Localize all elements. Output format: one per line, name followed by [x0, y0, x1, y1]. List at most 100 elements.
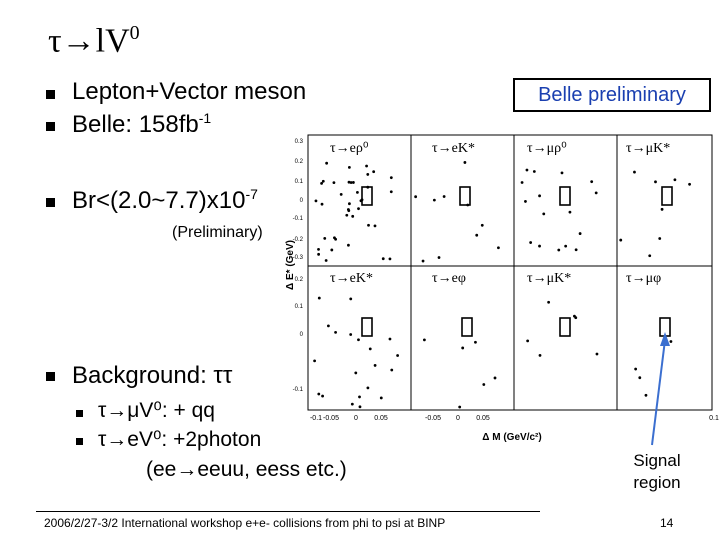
y-axis-label: Δ E* (GeV) — [285, 240, 296, 290]
data-point — [366, 173, 370, 176]
data-point — [634, 367, 638, 371]
data-point — [368, 347, 372, 351]
x-tick-label: -0.05 — [323, 415, 339, 422]
panel-label: τ→eφ — [432, 271, 466, 286]
data-point — [564, 244, 568, 248]
x-tick-label: 0.05 — [476, 415, 490, 422]
y-tick-label: 0.1 — [295, 304, 304, 310]
data-point — [421, 259, 425, 263]
panel-label: τ→μK* — [527, 271, 571, 286]
data-point — [458, 405, 462, 409]
data-point — [520, 181, 524, 184]
y-tick-label: 0 — [300, 332, 304, 338]
x-tick-label: 0 — [354, 415, 358, 422]
data-point — [532, 170, 536, 173]
data-point — [354, 371, 358, 375]
data-point — [313, 359, 316, 363]
data-point — [482, 383, 486, 386]
data-point — [321, 179, 325, 183]
data-point — [574, 248, 578, 252]
y-tick-label: -0.2 — [293, 237, 304, 243]
bullet-lepton-vector: Lepton+Vector meson — [72, 78, 307, 105]
signal-region-box — [559, 186, 571, 206]
data-point — [638, 376, 642, 380]
signal-label-line2: region — [633, 473, 681, 492]
y-tick-label: 0.1 — [295, 179, 304, 185]
signal-region-box — [361, 186, 373, 206]
data-point — [317, 392, 321, 396]
data-point — [351, 214, 355, 218]
data-point — [475, 233, 479, 237]
bullet-br-text: Br<(2.0~7.7)x10 — [72, 187, 246, 214]
data-point — [358, 395, 361, 399]
data-point — [321, 394, 324, 398]
data-point — [644, 393, 648, 397]
sub-bullet-marker-1 — [76, 410, 83, 417]
y-tick-label: -0.1 — [293, 387, 304, 393]
sub-bullet-process: (ee→eeuu, eess etc.) — [146, 458, 347, 481]
data-point — [333, 236, 336, 240]
data-point — [669, 340, 673, 343]
data-point — [314, 199, 318, 203]
data-point — [480, 223, 484, 227]
data-point — [557, 248, 561, 252]
data-point — [654, 180, 657, 184]
data-point — [324, 259, 328, 262]
data-point — [320, 202, 324, 206]
y-tick-label: 0.3 — [295, 139, 304, 145]
data-point — [351, 181, 355, 184]
data-point — [389, 190, 393, 194]
signal-region-box — [461, 317, 473, 337]
x-tick-label: -0.1 — [310, 415, 322, 422]
data-point — [660, 207, 664, 211]
bullet-background: Background: ττ — [72, 362, 233, 389]
data-point — [658, 237, 662, 240]
data-point — [542, 212, 546, 216]
data-point — [648, 254, 652, 258]
data-point — [422, 338, 426, 342]
bullet-belle-lumi-sup: -1 — [198, 110, 212, 126]
data-point — [461, 346, 465, 350]
preliminary-note: (Preliminary) — [172, 224, 263, 241]
data-point — [347, 165, 351, 169]
data-point — [414, 195, 418, 199]
title-superscript: 0 — [129, 22, 140, 44]
data-point — [348, 202, 351, 206]
data-point — [560, 171, 564, 175]
data-point — [525, 168, 529, 172]
data-point — [474, 340, 477, 344]
data-point — [524, 200, 527, 203]
panel-label: τ→eK* — [432, 141, 475, 156]
panel-label: τ→eρ⁰ — [330, 141, 369, 156]
data-point — [347, 180, 351, 184]
data-point — [347, 243, 350, 247]
data-point — [688, 182, 691, 186]
data-point — [547, 300, 551, 304]
data-point — [349, 297, 353, 301]
data-point — [373, 224, 377, 228]
footer-divider — [36, 511, 540, 512]
y-tick-label: 0 — [300, 198, 304, 204]
bullet-marker-1 — [46, 90, 55, 99]
data-point — [594, 191, 598, 195]
data-point — [673, 178, 677, 182]
panel-label: τ→μφ — [626, 271, 661, 286]
data-point — [595, 352, 599, 356]
panel-label: τ→μρ⁰ — [527, 141, 567, 156]
data-point — [325, 161, 329, 165]
x-axis-label: Δ M (GeV/c²) — [482, 432, 541, 443]
bullet-marker-4 — [46, 372, 55, 381]
data-point — [493, 376, 497, 380]
data-point — [574, 316, 578, 320]
data-point — [345, 213, 349, 217]
data-point — [442, 195, 446, 198]
signal-arrow-head — [660, 332, 670, 346]
bullet-belle-lumi: Belle: 158fb-1 — [72, 110, 211, 139]
bullet-br-sup: -7 — [245, 186, 258, 202]
signal-region-label: Signal region — [612, 450, 702, 494]
signal-region-box — [361, 317, 373, 337]
data-point — [330, 248, 334, 252]
data-point — [379, 396, 383, 400]
page-number: 14 — [660, 516, 674, 530]
